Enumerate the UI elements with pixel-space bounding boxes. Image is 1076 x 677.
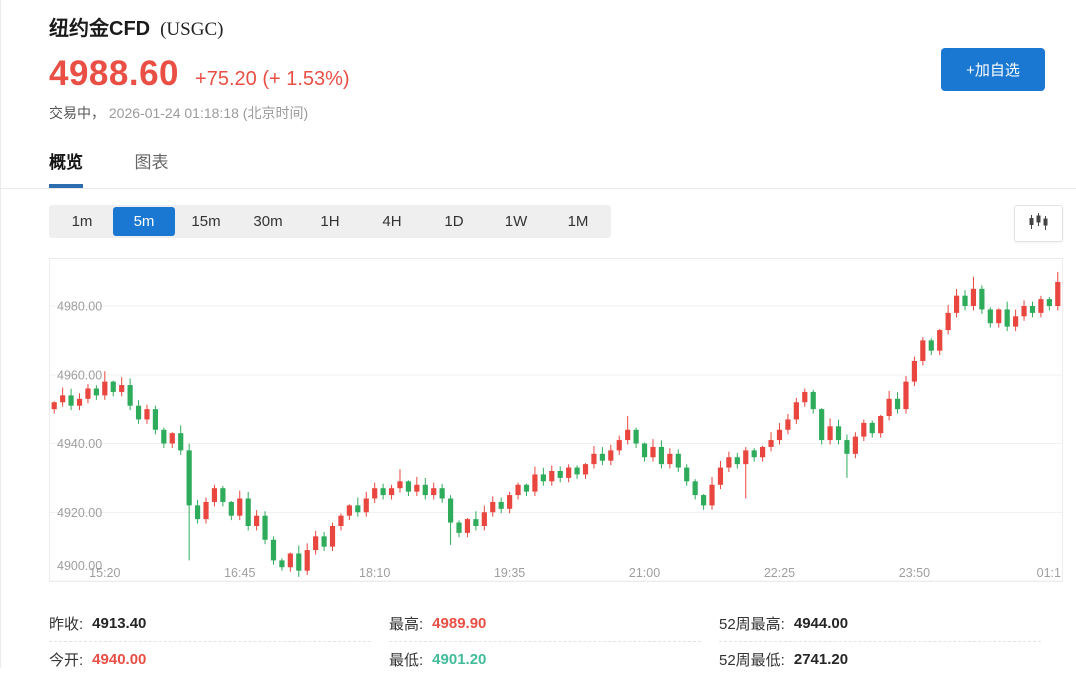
svg-text:19:35: 19:35 — [494, 566, 525, 580]
instrument-title: 纽约金CFD — [49, 18, 151, 40]
svg-text:4900.00: 4900.00 — [57, 559, 102, 573]
tab-overview[interactable]: 概览 — [49, 148, 83, 188]
status-row: 交易中， 2026-01-24 01:18:18 (北京时间) — [49, 103, 1076, 123]
trading-status: 交易中， — [49, 105, 105, 121]
candlestick-chart-icon — [1028, 212, 1050, 236]
timeframe-1w[interactable]: 1W — [485, 207, 547, 236]
stats-column-1: 昨收: 4913.40 今开: 4940.00 — [49, 605, 371, 677]
timeframe-1d[interactable]: 1D — [423, 207, 485, 236]
chart-style-button[interactable] — [1014, 205, 1063, 242]
last-price: 4988.60 — [49, 54, 180, 93]
stat-open: 今开: 4940.00 — [49, 641, 371, 677]
svg-text:15:20: 15:20 — [89, 566, 120, 580]
svg-text:21:00: 21:00 — [629, 566, 660, 580]
svg-text:4960.00: 4960.00 — [57, 368, 102, 382]
candlestick-svg: 4900.00 4920.00 4940.00 4960.00 4980.00 15:20… — [50, 271, 1062, 581]
svg-text:23:50: 23:50 — [899, 566, 930, 580]
timeframe-1m-month[interactable]: 1M — [547, 207, 609, 236]
timeframe-1m[interactable]: 1m — [51, 207, 113, 236]
timeframe-strip: 1m 5m 15m 30m 1H 4H 1D 1W 1M — [49, 205, 611, 238]
stat-low: 最低: 4901.20 — [389, 641, 701, 677]
stat-high: 最高: 4989.90 — [389, 614, 487, 633]
timeframe-1h[interactable]: 1H — [299, 207, 361, 236]
svg-text:18:10: 18:10 — [359, 566, 390, 580]
svg-text:16:45: 16:45 — [224, 566, 255, 580]
instrument-header: 纽约金CFD (USGC) — [49, 12, 1076, 41]
tab-bar: 概览 图表 — [1, 148, 1076, 189]
svg-text:22:25: 22:25 — [764, 566, 795, 580]
timeframe-4h[interactable]: 4H — [361, 207, 423, 236]
stat-prev-close: 昨收: 4913.40 — [49, 614, 147, 633]
add-watchlist-button[interactable]: +加自选 — [941, 48, 1045, 91]
stats-column-3: 52周最高: 4944.00 52周最低: 2741.20 — [719, 605, 1041, 677]
svg-text:01:1: 01:1 — [1037, 566, 1061, 580]
price-row: 4988.60 +75.20 (+ 1.53%) — [49, 54, 1076, 94]
svg-text:4940.00: 4940.00 — [57, 437, 102, 451]
instrument-symbol: (USGC) — [160, 19, 224, 40]
quote-stats: 昨收: 4913.40 今开: 4940.00 最高: 4989.90 最低: … — [49, 605, 1076, 677]
timeframe-5m[interactable]: 5m — [113, 207, 175, 236]
stat-52w-high: 52周最高: 4944.00 — [719, 614, 849, 633]
svg-text:4980.00: 4980.00 — [57, 300, 102, 314]
timeframe-15m[interactable]: 15m — [175, 207, 237, 236]
timeframe-30m[interactable]: 30m — [237, 207, 299, 236]
price-change: +75.20 (+ 1.53%) — [195, 68, 350, 90]
candlestick-chart[interactable]: 4900.00 4920.00 4940.00 4960.00 4980.00 15:20… — [49, 258, 1063, 582]
quote-timestamp: 2026-01-24 01:18:18 (北京时间) — [108, 105, 309, 121]
stat-52w-low: 52周最低: 2741.20 — [719, 641, 1041, 677]
svg-text:4920.00: 4920.00 — [57, 506, 102, 520]
chart-toolbar: 1m 5m 15m 30m 1H 4H 1D 1W 1M — [49, 205, 1063, 242]
stats-column-2: 最高: 4989.90 最低: 4901.20 — [389, 605, 701, 677]
tab-chart[interactable]: 图表 — [134, 153, 169, 172]
